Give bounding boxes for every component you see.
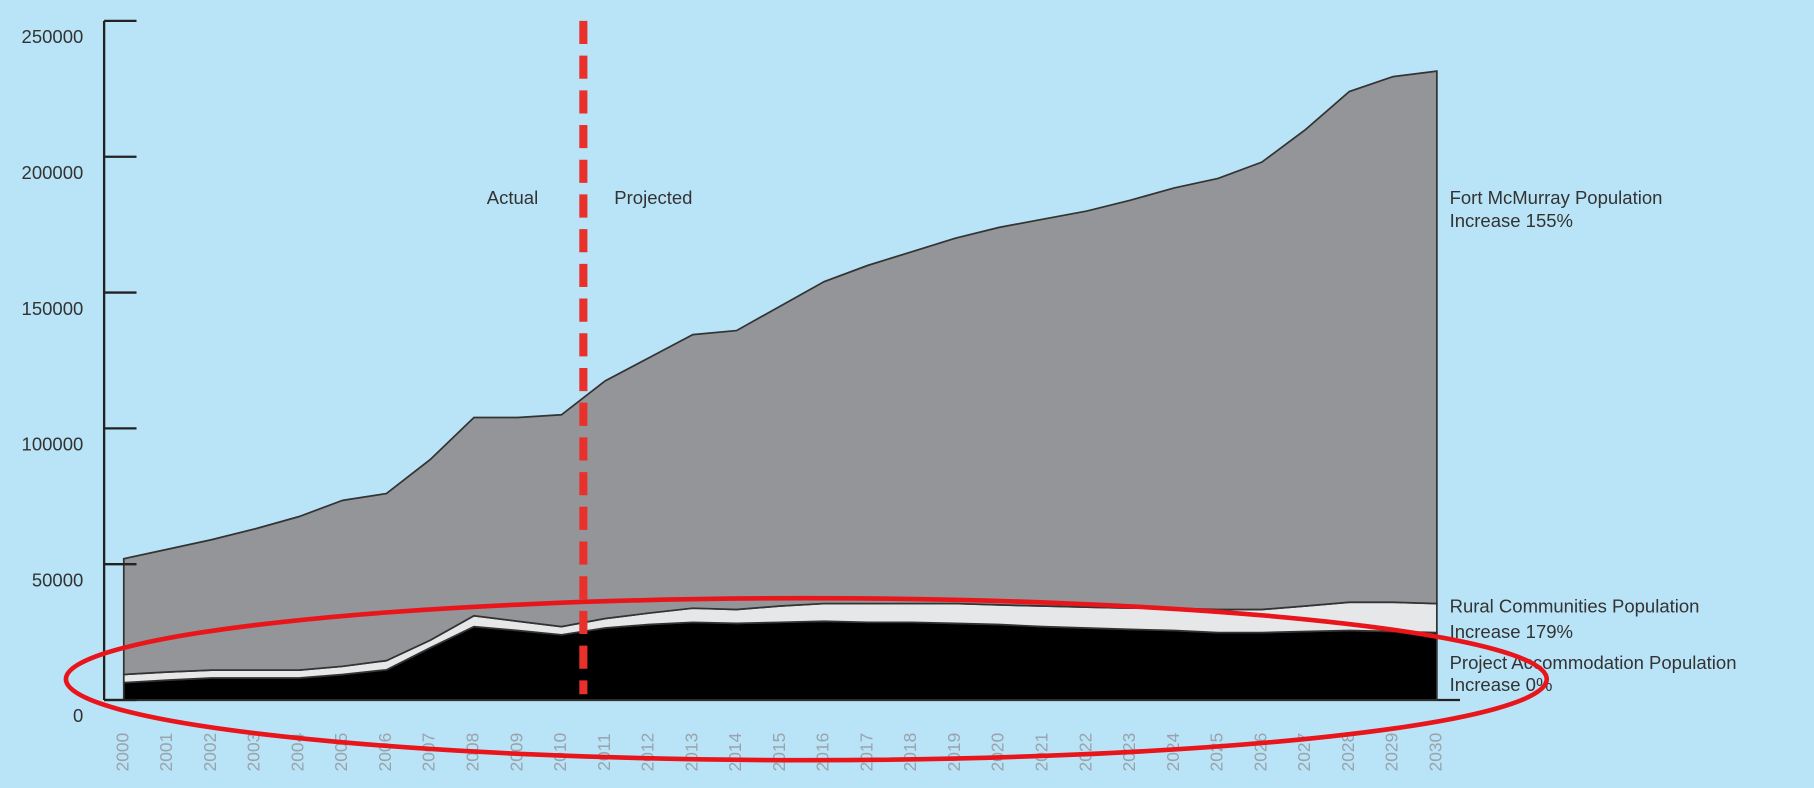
x-tick-label: 2017 <box>856 733 876 772</box>
series-note: Increase 0% <box>1450 674 1553 695</box>
y-tick-label: 0 <box>73 705 83 726</box>
y-tick-label: 50000 <box>32 569 83 590</box>
x-tick-label: 2025 <box>1207 733 1227 772</box>
x-tick-label: 2018 <box>900 733 920 772</box>
y-tick-label: 100000 <box>22 434 84 455</box>
x-tick-label: 2002 <box>200 733 220 772</box>
x-tick-label: 2019 <box>944 733 964 772</box>
area <box>122 70 1438 676</box>
y-tick-label: 200000 <box>22 162 84 183</box>
series-note: Increase 155% <box>1450 210 1573 231</box>
x-tick-label: 2014 <box>725 732 745 771</box>
x-tick-label: 2015 <box>769 733 789 772</box>
x-tick-label: 2004 <box>287 732 307 771</box>
series-label: Fort McMurray Population <box>1450 187 1663 208</box>
annotation: Actual <box>487 187 538 208</box>
y-tick-label: 250000 <box>22 26 84 47</box>
x-tick-label: 2028 <box>1338 733 1358 772</box>
x-tick-label: 2011 <box>594 733 614 770</box>
x-tick-label: 2029 <box>1382 733 1402 772</box>
x-tick-label: 2013 <box>681 733 701 772</box>
x-tick-label: 2000 <box>112 733 132 772</box>
x-tick-label: 2016 <box>813 733 833 772</box>
series-note: Increase 179% <box>1450 621 1573 642</box>
y-tick-label: 150000 <box>22 298 84 319</box>
series-label: Rural Communities Population <box>1450 595 1700 616</box>
x-tick-label: 2020 <box>988 733 1008 772</box>
x-tick-label: 2005 <box>331 733 351 772</box>
x-tick-label: 2001 <box>156 733 176 772</box>
x-tick-label: 2027 <box>1294 733 1314 772</box>
x-tick-label: 2024 <box>1163 732 1183 771</box>
x-tick-label: 2021 <box>1032 733 1052 772</box>
series-label: Project Accommodation Population <box>1450 652 1737 673</box>
x-tick-label: 2030 <box>1425 733 1445 772</box>
x-tick-label: 2007 <box>419 733 439 772</box>
highlight-ellipse <box>63 595 1550 763</box>
x-tick-label: 2026 <box>1250 733 1270 772</box>
annotation: Projected <box>614 187 692 208</box>
x-tick-label: 2012 <box>638 733 658 772</box>
x-tick-label: 2010 <box>550 733 570 772</box>
x-tick-label: 2006 <box>375 733 395 772</box>
x-tick-label: 2003 <box>244 733 264 772</box>
